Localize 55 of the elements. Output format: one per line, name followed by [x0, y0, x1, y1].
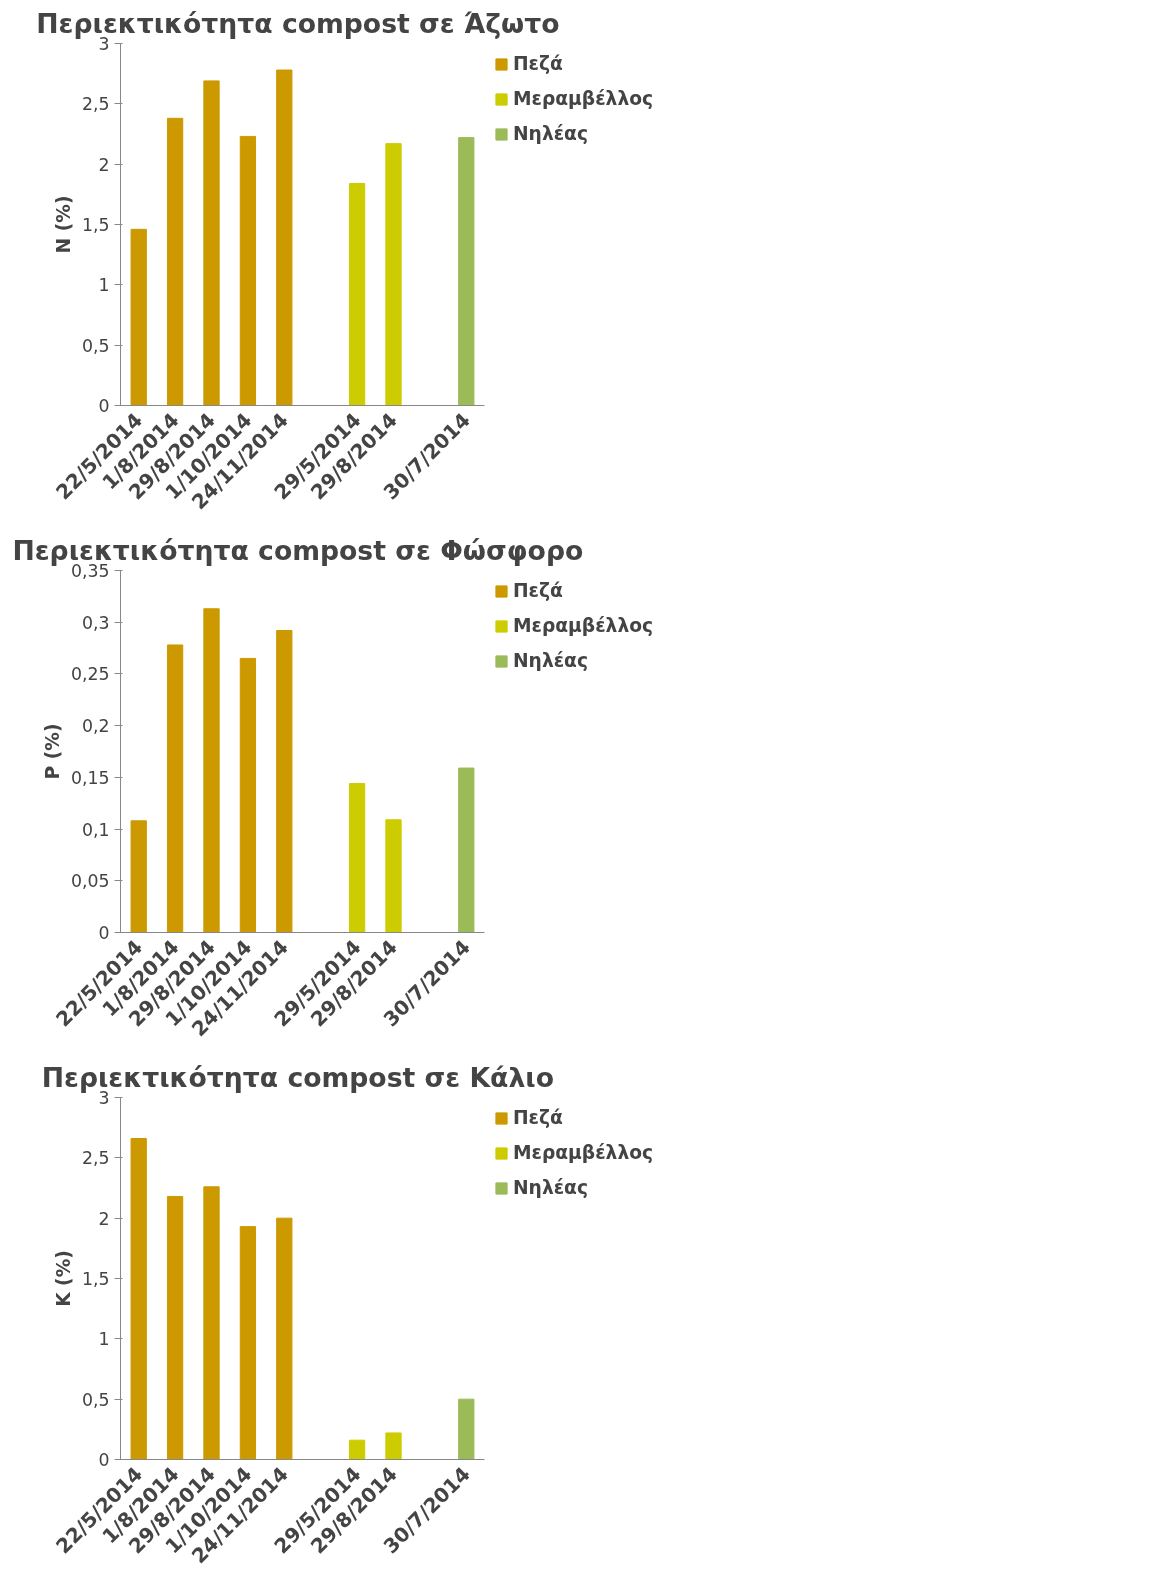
legend-label: Πεζά — [513, 1107, 563, 1128]
y-tick-label: 0 — [98, 923, 110, 943]
bar — [203, 1186, 220, 1460]
y-tick-label: 0,1 — [81, 819, 110, 840]
y-tick-label: 1,5 — [81, 1269, 110, 1289]
bar — [203, 80, 220, 406]
bar — [166, 117, 184, 406]
bar — [385, 819, 402, 933]
bar — [276, 69, 293, 406]
legend-label: Νηλέας — [513, 650, 588, 671]
bar — [130, 228, 147, 406]
y-tick-label: 0 — [98, 396, 110, 416]
bar — [166, 1195, 184, 1460]
legend-label: Πεζά — [513, 580, 563, 601]
bar — [239, 135, 257, 406]
bar — [130, 820, 147, 933]
y-tick-label: 0,5 — [81, 335, 110, 356]
y-tick-label: 0,05 — [70, 871, 110, 892]
y-axis-title: K (%) — [52, 1250, 74, 1307]
legend-label: Πεζά — [513, 53, 563, 74]
y-tick-label: 0,5 — [81, 1389, 110, 1410]
y-tick-label: 1 — [98, 1329, 110, 1350]
bar — [458, 767, 475, 933]
bar — [385, 143, 402, 406]
bar — [385, 1432, 402, 1460]
legend-label: Μεραμβέλλος — [513, 615, 654, 636]
bar — [276, 629, 293, 933]
y-tick-label: 2,5 — [81, 94, 110, 115]
bar — [458, 137, 475, 406]
bar — [458, 1398, 475, 1460]
bar — [130, 1138, 147, 1460]
bar — [239, 1226, 257, 1460]
bar — [239, 657, 257, 933]
y-tick-label: 2,5 — [81, 1148, 110, 1169]
bar — [348, 1439, 366, 1460]
y-axis-title: P (%) — [41, 723, 63, 780]
y-tick-label: 2 — [98, 154, 110, 175]
y-axis-title: N (%) — [52, 195, 74, 254]
bar — [348, 783, 366, 933]
y-tick-label: 0,2 — [81, 716, 110, 737]
legend-label: Νηλέας — [513, 123, 588, 144]
y-tick-label: 0,15 — [70, 767, 110, 788]
y-tick-label: 1 — [98, 275, 110, 296]
y-tick-label: 2 — [98, 1208, 110, 1229]
legend-label: Μεραμβέλλος — [513, 88, 654, 109]
y-tick-label: 0 — [98, 1450, 110, 1470]
bar — [166, 644, 184, 933]
legend-label: Μεραμβέλλος — [513, 1142, 654, 1163]
y-tick-label: 1,5 — [81, 215, 110, 235]
y-tick-label: 0,3 — [81, 612, 110, 633]
bar — [276, 1217, 293, 1460]
y-tick-label: 0,25 — [70, 664, 110, 685]
bar — [348, 182, 366, 406]
legend-label: Νηλέας — [513, 1177, 588, 1198]
bar — [203, 608, 220, 933]
